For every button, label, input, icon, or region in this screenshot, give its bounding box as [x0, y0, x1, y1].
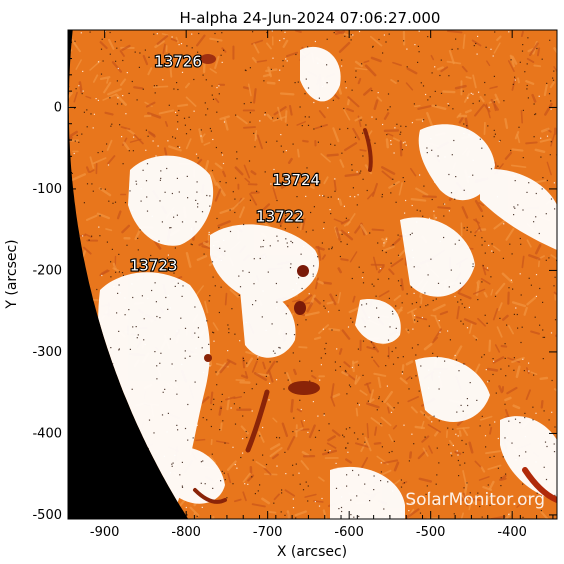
sunspot	[200, 54, 216, 64]
active-region-label: 13726	[154, 53, 202, 71]
active-region-label: 13722	[256, 208, 304, 226]
sunspot	[204, 354, 212, 362]
watermark: SolarMonitor.org	[405, 490, 545, 510]
sunspot	[288, 381, 320, 395]
axes: -900 -800 -700 -600 -500 -400 0 -100 -200 -300 -40…	[32, 30, 557, 540]
y-tick-label: -200	[32, 263, 62, 278]
x-axis-label: X (arcsec)	[277, 544, 347, 560]
sunspots	[200, 54, 320, 395]
y-tick-label: -500	[32, 508, 62, 523]
active-region-label: 13724	[272, 171, 320, 189]
filament	[363, 128, 373, 172]
y-tick-label: -300	[32, 345, 62, 360]
x-tick-label: -600	[334, 525, 364, 540]
sunspot	[294, 301, 306, 315]
x-tick-label: -800	[171, 525, 201, 540]
filament	[193, 488, 227, 504]
y-tick-label: -400	[32, 426, 62, 441]
filaments	[193, 128, 557, 504]
fine-structure-speckle	[68, 30, 557, 519]
x-tick-label: -400	[497, 525, 527, 540]
y-tick-label: 0	[54, 100, 62, 115]
image-title: H-alpha 24-Jun-2024 07:06:27.000	[180, 9, 441, 27]
sunspot	[297, 265, 309, 277]
filament	[522, 467, 557, 503]
x-tick-label: -700	[253, 525, 283, 540]
y-tick-label: -100	[32, 182, 62, 197]
active-region-labels: 13726 13724 13722 13723	[129, 52, 322, 276]
x-tick-label: -900	[90, 525, 120, 540]
y-axis-label: Y (arcsec)	[4, 239, 20, 309]
plot-frame	[67, 29, 558, 520]
active-region-label: 13723	[130, 256, 178, 274]
plage-regions	[98, 46, 557, 519]
x-tick-label: -500	[416, 525, 446, 540]
filament	[245, 389, 270, 453]
